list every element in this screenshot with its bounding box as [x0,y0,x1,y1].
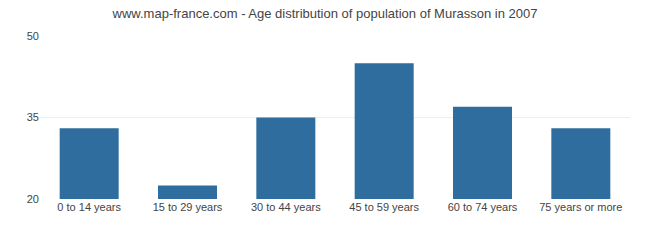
svg-text:45 to 59 years: 45 to 59 years [349,201,419,213]
svg-text:50: 50 [27,30,39,42]
svg-text:35: 35 [27,111,39,123]
svg-text:60 to 74 years: 60 to 74 years [448,201,518,213]
svg-text:www.map-france.com - Age distr: www.map-france.com - Age distribution of… [112,6,538,21]
svg-text:0 to 14 years: 0 to 14 years [57,201,121,213]
svg-text:20: 20 [27,193,39,205]
svg-text:30 to 44 years: 30 to 44 years [251,201,321,213]
svg-text:15 to 29 years: 15 to 29 years [153,201,223,213]
svg-text:75 years or more: 75 years or more [539,201,622,213]
